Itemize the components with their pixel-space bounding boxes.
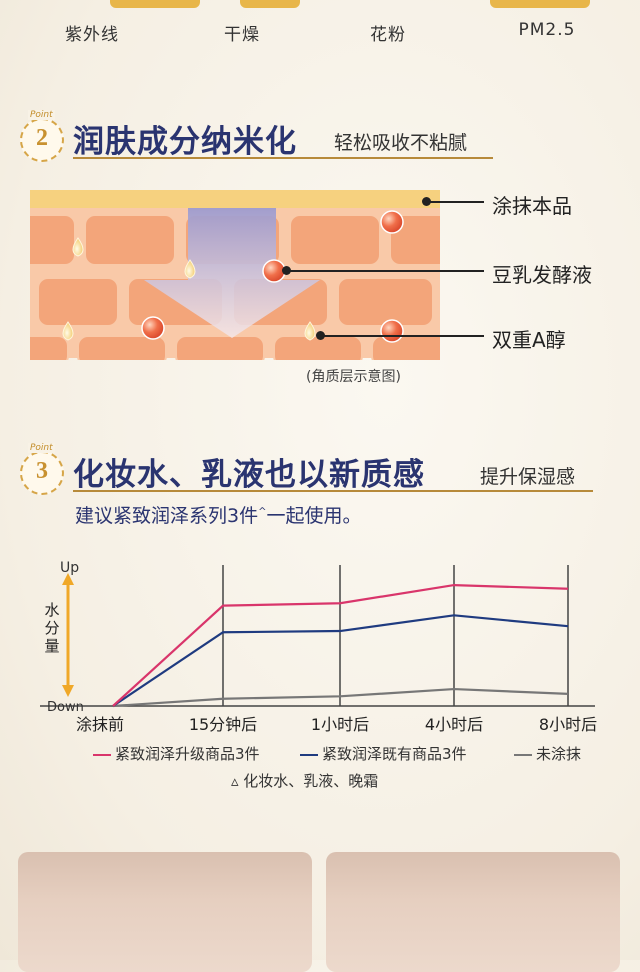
recommend-text: 建议紧致润泽系列3件^一起使用。 (75, 501, 362, 528)
y-axis-label-char: 水 (44, 601, 59, 619)
series-line (112, 687, 569, 708)
point-badge-2: Point 2 (20, 110, 64, 162)
x-tick-label: 涂抹前 (76, 715, 124, 734)
point-label: Point (28, 443, 55, 453)
series-line (112, 614, 569, 707)
y-top-label: Up (60, 560, 79, 576)
legend-item-upgraded: 紧致润泽升级商品3件 (93, 743, 260, 764)
x-tick-label: 1小时后 (311, 715, 369, 734)
y-axis-label-char: 分 (44, 619, 59, 637)
down-arrow-icon (144, 208, 320, 338)
recommend-suffix: 一起使用。 (266, 505, 362, 527)
section3-underline (73, 490, 593, 492)
legend-label: 紧致润泽既有商品3件 (322, 745, 467, 763)
point-badge-3: Point 3 (20, 443, 64, 495)
section2-underline (73, 157, 493, 159)
legend-swatch (300, 753, 318, 756)
label-double-retinol: 双重A醇 (492, 328, 566, 352)
legend-label: 紧致润泽升级商品3件 (115, 745, 260, 763)
x-tick-label: 15分钟后 (189, 715, 257, 734)
y-bottom-label: Down (47, 700, 84, 715)
legend-item-existing: 紧致润泽既有商品3件 (300, 743, 467, 764)
top-label-pm25: PM2.5 (518, 20, 576, 40)
y-arrow-up-icon (62, 573, 74, 585)
label-soy-ferment: 豆乳发酵液 (492, 263, 592, 287)
point-number: 3 (36, 458, 48, 484)
top-decoration (490, 0, 590, 8)
leader-line (320, 335, 484, 337)
top-decoration (240, 0, 300, 8)
section3-title: 化妆水、乳液也以新质感 (73, 457, 425, 493)
x-tick-label: 4小时后 (425, 715, 483, 734)
leader-line (426, 201, 484, 203)
section2-title: 润肤成分纳米化 (73, 124, 297, 160)
point-number: 2 (36, 125, 48, 151)
top-label-pollen: 花粉 (370, 25, 406, 45)
legend-item-untreated: 未涂抹 (514, 743, 581, 764)
y-arrow-down-icon (62, 685, 74, 697)
legend-swatch (514, 753, 532, 756)
label-apply-product: 涂抹本品 (492, 194, 572, 218)
leader-line (286, 270, 484, 272)
section3-subtitle: 提升保湿感 (480, 466, 576, 488)
legend-swatch (93, 753, 111, 756)
moisture-line-chart: Up Down 水分量 涂抹前 15分钟后 1小时后 4小时后 8小时后 (40, 560, 597, 734)
skin-diagram (30, 190, 440, 360)
chart-footnote: ▵ 化妆水、乳液、晚霜 (231, 772, 379, 790)
section2-subtitle: 轻松吸收不粘腻 (334, 132, 468, 154)
top-label-dry: 干燥 (224, 25, 260, 45)
point-label: Point (28, 110, 55, 120)
top-decoration (110, 0, 200, 8)
legend-label: 未涂抹 (536, 745, 582, 763)
series-line (112, 583, 569, 707)
skin-photo-before (18, 852, 312, 972)
skin-surface-layer (30, 190, 440, 208)
recommend-mark: ^ (258, 506, 267, 518)
top-label-uv: 紫外线 (65, 25, 119, 45)
skin-photo-after (326, 852, 620, 972)
recommend-prefix: 建议紧致润泽系列3件 (75, 505, 259, 527)
diagram-caption: (角质层示意图) (306, 369, 401, 385)
y-axis-label-char: 量 (44, 637, 59, 655)
x-tick-label: 8小时后 (539, 715, 597, 734)
